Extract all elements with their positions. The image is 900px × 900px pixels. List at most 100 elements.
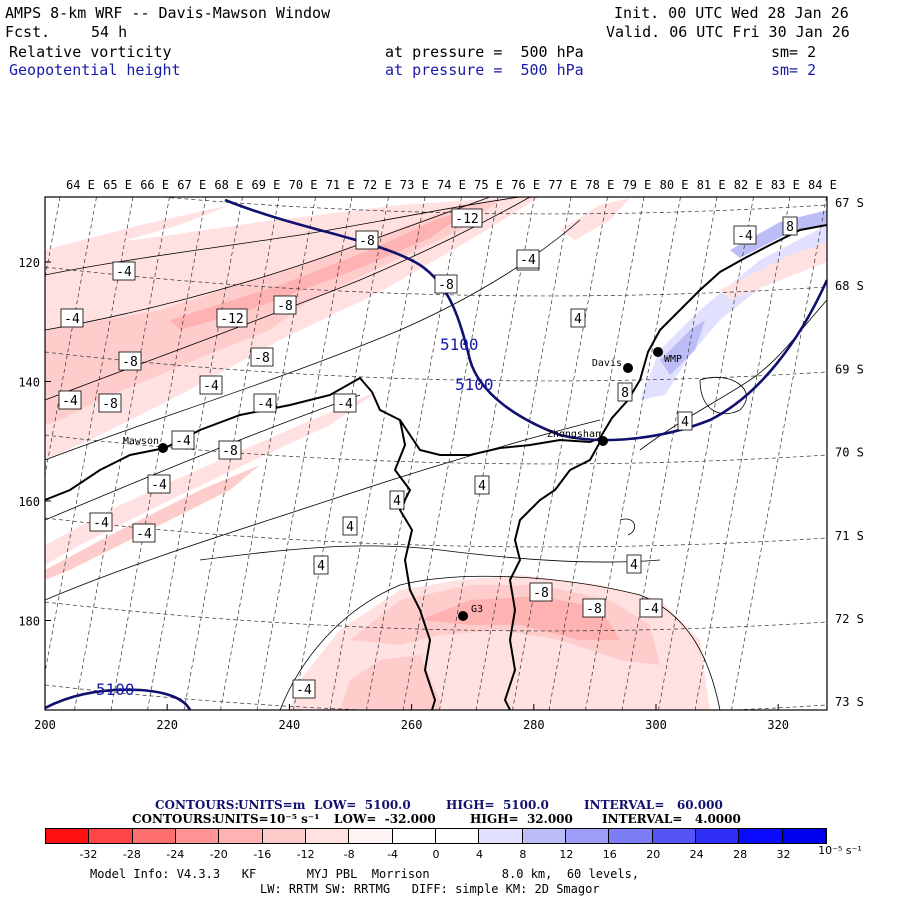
vorticity-label-text: -4 [62, 394, 78, 409]
vorticity-label-text: 4 [478, 479, 486, 494]
colorbar-swatch [89, 829, 133, 843]
station-label: WMP [664, 354, 682, 365]
vorticity-label-text: 4 [393, 494, 401, 509]
colorbar-label: -8 [343, 848, 355, 861]
height-label: 5100 [440, 335, 479, 354]
colorbar-swatch [435, 829, 480, 843]
vorticity-label: 4 [474, 475, 490, 495]
vorticity-label-text: -4 [64, 312, 80, 327]
x-tick-label: 240 [279, 718, 301, 732]
vorticity-label-text: -8 [586, 602, 602, 617]
parallel-line [45, 684, 827, 710]
vorticity-label-text: -4 [93, 516, 109, 531]
parallel-line [45, 434, 827, 465]
vorticity-label: 4 [389, 490, 405, 510]
height-contours-interval: INTERVAL= 60.000 [584, 798, 723, 812]
lon-label: 76 E [511, 178, 540, 192]
station-markers: Mawson Davis WMP Zhongshan G3 [123, 347, 682, 621]
height-contours-label: CONTOURS: [155, 798, 239, 812]
meridian-line [45, 197, 97, 478]
vorticity-label: -4 [89, 512, 113, 532]
meridian-line [256, 197, 353, 710]
vorticity-label-text: -8 [533, 586, 549, 601]
lon-label: 73 E [400, 178, 429, 192]
vorticity-label-text: -4 [116, 265, 132, 280]
lon-label: 64 E [66, 178, 95, 192]
chart-title: AMPS 8-km WRF -- Davis-Mawson Window [5, 4, 331, 22]
vorticity-label: 4 [342, 516, 358, 536]
field1-name: Relative vorticity [9, 43, 172, 61]
meridian-line [439, 197, 535, 710]
vorticity-label-text: -12 [455, 212, 478, 227]
colorbar-label: 0 [432, 848, 440, 861]
vorticity-label: 4 [570, 308, 586, 328]
lat-label: 72 S [835, 612, 864, 626]
vorticity-label-text: 4 [346, 520, 354, 535]
station-label: Mawson [123, 436, 159, 447]
colorbar-label: -16 [253, 848, 272, 861]
colorbar-swatch [739, 829, 783, 843]
init-time: Init. 00 UTC Wed 28 Jan 26 [614, 4, 849, 22]
lat-label: 67 S [835, 196, 864, 210]
vorticity-label: -8 [355, 230, 379, 250]
colorbar-swatch [479, 829, 523, 843]
lon-label: 83 E [771, 178, 800, 192]
valid-time: Valid. 06 UTC Fri 30 Jan 26 [606, 23, 850, 41]
height-contours-high: HIGH= 5100.0 [446, 798, 549, 812]
colorbar-swatch [349, 829, 393, 843]
y-tick-label: 180 [18, 615, 40, 629]
colorbar-label: -4 [387, 848, 399, 861]
y-tick-label: 120 [18, 256, 40, 270]
lon-label: 68 E [214, 178, 243, 192]
height-contours-units: UNITS=m [238, 798, 306, 812]
field2-smooth: sm= 2 [771, 61, 817, 79]
meridian-line [512, 197, 608, 710]
vorticity-label-text: -4 [151, 478, 167, 493]
vorticity-label: -4 [639, 598, 663, 618]
meridian-line [585, 197, 681, 710]
meridian-line [74, 197, 170, 710]
vorticity-label: 4 [626, 554, 642, 574]
meridian-line [475, 197, 572, 710]
vorticity-label: -4 [112, 261, 136, 281]
lat-label: 71 S [835, 529, 864, 543]
parallel-line [45, 601, 827, 632]
vorticity-label-text: -4 [175, 434, 191, 449]
vorticity-label-text: -8 [359, 234, 375, 249]
vorticity-label: -4 [60, 308, 84, 328]
vorticity-label-text: -4 [737, 229, 753, 244]
field2-name: Geopotential height [9, 61, 181, 79]
meridian-line [658, 197, 754, 710]
colorbar-label: 24 [689, 848, 704, 861]
lon-label: 71 E [326, 178, 355, 192]
lon-label: 70 E [289, 178, 318, 192]
colorbar-swatch [522, 829, 566, 843]
lon-label: 74 E [437, 178, 466, 192]
field1-smooth: sm= 2 [771, 43, 817, 61]
vorticity-label: -8 [98, 393, 122, 413]
meridian-line [293, 197, 389, 710]
x-tick-label: 200 [34, 718, 56, 732]
colorbar-swatch [782, 829, 826, 843]
station-label: Davis [592, 358, 622, 369]
station-dot [598, 436, 608, 446]
vorticity-label: -4 [253, 393, 277, 413]
vorticity-label: -12 [216, 308, 248, 328]
vorticity-label-text: -8 [102, 397, 118, 412]
vorticity-label-text: 4 [630, 558, 638, 573]
model-info: Model Info: V4.3.3 KF MYJ PBL Morrison 8… [90, 867, 640, 881]
vorticity-label: -8 [273, 295, 297, 315]
vorticity-label-text: 8 [786, 220, 794, 235]
x-tick-label: 300 [645, 718, 667, 732]
meridian-line [329, 197, 426, 710]
meridian-line [548, 197, 645, 710]
vorticity-label: -8 [118, 351, 142, 371]
vorticity-labels: -12 -8 -4 -4 -4 -8 -12 -8 -8 -8 -4 -8 -4 -4 -4 -4 -8 -4 -4… [58, 208, 798, 699]
model-info-2: LW: RRTM SW: RRTMG DIFF: simple KM: 2D S… [260, 882, 600, 896]
colorbar-swatch [46, 829, 90, 843]
meridian-line [45, 197, 134, 675]
colorbar-label: -12 [296, 848, 315, 861]
height-label: 5100 [96, 680, 135, 699]
parallel-line [45, 266, 827, 297]
colorbar-label: 32 [776, 848, 791, 861]
